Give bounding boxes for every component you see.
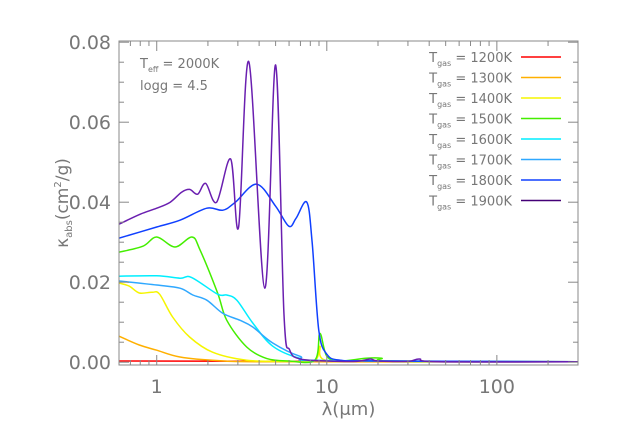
y-tick-label: 0.00 (69, 352, 111, 374)
series-line-1700K (119, 280, 578, 363)
series-line-1800K (119, 183, 578, 363)
legend-item-1400K: Tgas = 1400K (428, 92, 561, 109)
series-line-1600K (119, 274, 578, 363)
x-tick-label: 10 (315, 376, 339, 398)
x-axis-label: λ(μm) (322, 399, 376, 420)
annotation-1: logg = 4.5 (140, 79, 208, 94)
legend-item-1300K: Tgas = 1300K (428, 72, 561, 89)
legend-item-1200K: Tgas = 1200K (428, 51, 561, 68)
plot-frame (118, 40, 579, 366)
x-tick-label: 1 (151, 376, 163, 398)
legend-item-1800K: Tgas = 1800K (428, 174, 561, 191)
y-tick-label: 0.06 (69, 112, 111, 134)
legend-label: Tgas = 1700K (428, 154, 512, 171)
legend-item-1700K: Tgas = 1700K (428, 154, 561, 171)
legend-label: Tgas = 1400K (428, 92, 512, 109)
legend-item-1500K: Tgas = 1500K (428, 113, 561, 130)
series-line-1900K (119, 61, 578, 363)
legend-item-1600K: Tgas = 1600K (428, 133, 561, 150)
legend-item-1900K: Tgas = 1900K (428, 195, 561, 212)
y-axis-label: κabs(cm2/g) (53, 158, 75, 248)
legend-label: Tgas = 1900K (428, 195, 512, 212)
annotation-0: Teff = 2000K (139, 57, 220, 74)
legend-label: Tgas = 1600K (428, 133, 512, 150)
legend-label: Tgas = 1800K (428, 174, 512, 191)
legend-label: Tgas = 1300K (428, 72, 512, 89)
x-tick-label: 100 (479, 376, 515, 398)
y-tick-label: 0.08 (69, 32, 111, 54)
series-line-1300K (119, 335, 578, 363)
series-line-1500K (119, 236, 578, 364)
legend-label: Tgas = 1500K (428, 113, 512, 130)
legend-label: Tgas = 1200K (428, 51, 512, 68)
y-tick-label: 0.04 (69, 192, 111, 214)
series-line-1400K (119, 282, 578, 363)
y-tick-label: 0.02 (69, 272, 111, 294)
